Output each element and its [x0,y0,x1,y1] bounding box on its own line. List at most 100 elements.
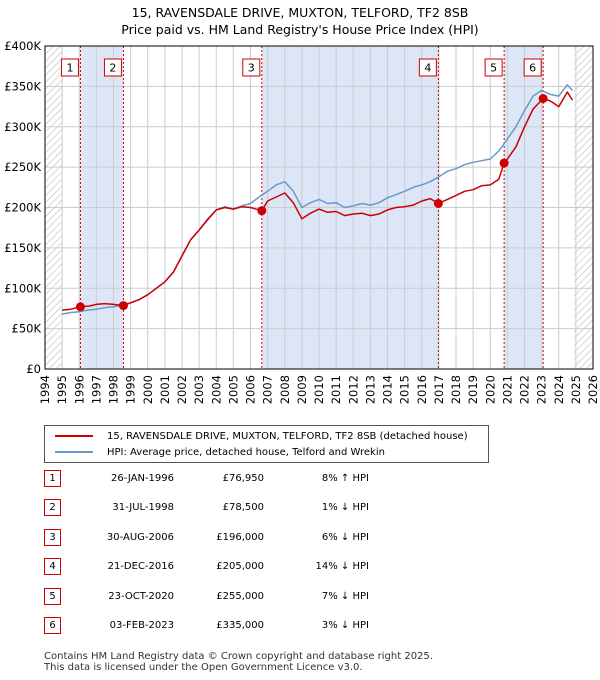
x-tick-label: 2013 [363,375,377,404]
sale-badge-label-1: 1 [66,62,73,75]
sale-point-5 [499,158,509,168]
y-tick-label: £250K [4,160,41,174]
x-tick-label: 2020 [483,375,497,404]
x-tick-label: 2021 [500,375,514,404]
sale-date: 26-JAN-1996 [110,473,174,484]
x-tick-label: 2012 [346,375,360,404]
sale-badge-2 [103,58,122,77]
sale-row-1: 1 26-JAN-1996 £76,950 8% ↑ HPI [44,470,404,490]
title-line-2: Price paid vs. HM Land Registry's House … [121,22,479,37]
sale-hpi-diff: 6% ↓ HPI [321,531,369,543]
y-tick-label: £350K [4,79,41,93]
y-tick-label: £400K [4,39,41,53]
price-chart: 1 2 3 4 5 6 £0 £50K £100K £150K £200K £250K £300K £3… [4,39,600,404]
footer: Contains HM Land Registry data © Crown c… [44,651,433,673]
x-tick-label: 2010 [312,375,326,404]
x-tick-label: 2008 [278,375,292,404]
sale-date: 31-JUL-1998 [112,502,174,514]
sale-price: £205,000 [216,561,264,573]
sale-number: 3 [44,528,61,546]
sale-badge-3 [242,58,261,77]
sale-date: 21-DEC-2016 [107,561,174,573]
sale-badge-label-6: 6 [529,62,536,75]
sale-badges-layer: 1 2 3 4 5 6 [60,58,542,77]
series-layer [61,84,574,315]
x-tick-label: 2015 [398,375,412,404]
x-tick-label: 2002 [175,375,189,404]
sale-points-layer [75,93,548,312]
x-tick-label: 1997 [89,375,103,404]
x-tick-label: 2017 [432,375,446,404]
y-tick-label: £50K [12,322,42,336]
sale-date: 03-FEB-2023 [109,620,174,631]
sale-date: 23-OCT-2020 [108,590,174,602]
x-tick-label: 2001 [158,375,172,404]
legend-swatch-property [55,435,93,437]
sale-price: £78,500 [222,502,264,514]
sale-price: £335,000 [216,620,264,631]
x-tick-label: 2004 [209,375,223,404]
x-tick-label: 2018 [449,375,463,404]
legend-label-property: 15, RAVENSDALE DRIVE, MUXTON, TELFORD, T… [107,430,468,442]
sale-price: £196,000 [216,531,264,543]
x-tick-label: 2007 [261,375,275,404]
x-tick-label: 1994 [38,375,52,404]
sale-price: £255,000 [216,590,264,602]
sale-number: 1 [44,470,61,487]
sale-badge-label-3: 3 [248,62,255,75]
footer-line-2: This data is licensed under the Open Gov… [44,662,363,673]
sale-badge-4 [418,58,437,77]
sale-date: 30-AUG-2006 [106,531,174,543]
sale-price: £76,950 [222,473,264,484]
x-tick-label: 2011 [329,375,343,404]
x-tick-label: 2024 [552,375,566,404]
sale-row-2: 2 31-JUL-1998 £78,500 1% ↓ HPI [44,499,404,519]
sale-badge-label-5: 5 [490,62,497,75]
y-tick-label: £150K [4,241,41,255]
property-price-line [62,91,574,311]
sale-badge-label-4: 4 [424,62,431,75]
footer-line-1: Contains HM Land Registry data © Crown c… [44,651,433,662]
y-tick-label: £0 [26,362,41,376]
sale-row-6: 6 03-FEB-2023 £335,000 3% ↓ HPI [44,617,404,637]
x-tick-label: 2022 [518,375,532,404]
sale-badge-6 [523,58,542,77]
legend: 15, RAVENSDALE DRIVE, MUXTON, TELFORD, T… [44,425,489,463]
sale-hpi-diff: 7% ↓ HPI [321,590,369,602]
x-tick-label: 1995 [55,375,69,404]
sale-point-3 [257,206,267,216]
legend-item-hpi: HPI: Average price, detached house, Telf… [55,445,385,459]
sale-hpi-diff: 1% ↓ HPI [321,502,369,514]
sale-row-4: 4 21-DEC-2016 £205,000 14% ↓ HPI [44,558,404,578]
sale-row-5: 5 23-OCT-2020 £255,000 7% ↓ HPI [44,587,404,608]
x-tick-label: 1996 [72,375,86,404]
x-tick-label: 2014 [381,375,395,404]
plot-frame [44,45,594,370]
x-tick-label: 2016 [415,375,429,404]
x-tick-label: 2023 [535,375,549,404]
sale-hpi-diff: 3% ↓ HPI [321,620,369,631]
x-tick-label: 2025 [569,375,583,404]
sale-point-6 [538,93,548,103]
sale-badge-1 [60,58,79,77]
legend-item-property: 15, RAVENSDALE DRIVE, MUXTON, TELFORD, T… [55,429,468,443]
sale-point-2 [118,301,128,311]
y-tick-label: £200K [4,201,41,215]
sale-number: 5 [44,587,61,605]
x-tick-label: 1998 [107,375,121,404]
sale-point-4 [433,198,443,208]
x-tick-label: 2026 [586,375,600,404]
sale-hpi-diff: 8% ↑ HPI [321,473,369,484]
sale-row-3: 3 30-AUG-2006 £196,000 6% ↓ HPI [44,528,404,549]
x-tick-label: 2006 [244,375,258,404]
y-tick-label: £300K [4,120,41,134]
x-tick-label: 2003 [192,375,206,404]
y-tick-label: £100K [4,281,41,295]
sale-number: 2 [44,499,61,517]
legend-swatch-hpi [55,451,93,453]
sale-badge-label-2: 2 [109,62,116,75]
x-tick-label: 1999 [124,375,138,404]
sale-number: 6 [44,617,61,634]
axes-layer: £0 £50K £100K £150K £200K £250K £300K £350K £400… [4,39,600,404]
sale-number: 4 [44,558,61,576]
